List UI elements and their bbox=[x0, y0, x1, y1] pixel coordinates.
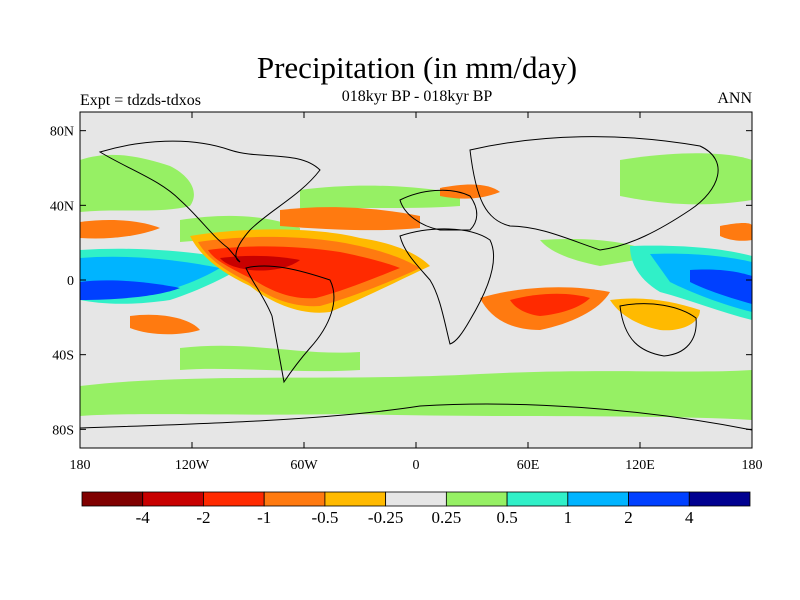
anomaly-australia-dry bbox=[610, 298, 700, 331]
anomaly-north-atlantic-band bbox=[300, 185, 460, 210]
colorbar-label: 4 bbox=[685, 508, 694, 527]
colorbar-label: -0.5 bbox=[311, 508, 338, 527]
lon-tick-label: 120E bbox=[625, 458, 655, 473]
lat-tick-label: 0 bbox=[67, 274, 74, 289]
anomaly-north-pacific-dry bbox=[720, 223, 752, 241]
lon-tick-label: 120W bbox=[175, 458, 210, 473]
anomaly-pacific-wet-core bbox=[80, 280, 180, 300]
anomaly-north-pacific-west bbox=[80, 154, 194, 212]
colorbar-label: 1 bbox=[564, 508, 573, 527]
chart-subtitle: 018kyr BP - 018kyr BP bbox=[341, 88, 493, 105]
colorbar-swatch bbox=[263, 491, 326, 507]
south-america-coastline bbox=[245, 265, 335, 384]
anomaly-indian-north bbox=[540, 238, 660, 266]
lon-tick-label: 0 bbox=[413, 458, 420, 473]
colorbar-label: 0.5 bbox=[496, 508, 517, 527]
experiment-label: Expt = tdzds-tdxos bbox=[80, 92, 202, 109]
colorbar-swatch bbox=[567, 491, 629, 507]
colorbar: -4 -2 -1 -0.5 -0.25 0.25 0.5 1 2 4 bbox=[81, 491, 751, 527]
lat-tick-label: 80N bbox=[50, 125, 74, 140]
lon-tick-label: 60W bbox=[290, 458, 318, 473]
anomaly-south-pacific-dry bbox=[130, 314, 200, 335]
north-america-coastline bbox=[98, 140, 321, 263]
colorbar-label: -2 bbox=[196, 508, 210, 527]
lat-tick-label: 40N bbox=[50, 199, 74, 214]
coastlines bbox=[80, 136, 752, 431]
colorbar-swatch bbox=[81, 491, 144, 507]
antarctica-coastline bbox=[80, 403, 752, 431]
colorbar-swatch bbox=[628, 491, 690, 507]
lat-tick-label: 40S bbox=[52, 349, 74, 364]
colorbar-label: -1 bbox=[257, 508, 271, 527]
anomaly-north-atlantic-dry bbox=[280, 207, 420, 231]
colorbar-label: 2 bbox=[624, 508, 633, 527]
colorbar-swatch bbox=[445, 491, 508, 507]
anomaly-subtropical-pacific-dry bbox=[80, 220, 160, 239]
colorbar-label: 0.25 bbox=[431, 508, 461, 527]
longitude-axis: 180 120W 60W 0 60E 120E 180 bbox=[70, 112, 763, 473]
colorbar-label: -0.25 bbox=[368, 508, 403, 527]
anomaly-west-pacific-wet-core bbox=[690, 269, 752, 304]
lon-tick-label: 180 bbox=[742, 458, 763, 473]
anomaly-north-pacific-east bbox=[620, 153, 752, 205]
colorbar-swatch bbox=[203, 491, 265, 507]
anomaly-south-pacific-band bbox=[180, 345, 360, 372]
lon-tick-label: 180 bbox=[70, 458, 91, 473]
chart-title: Precipitation (in mm/day) bbox=[256, 50, 578, 85]
season-label: ANN bbox=[717, 90, 752, 107]
colorbar-label: -4 bbox=[136, 508, 151, 527]
latitude-axis: 80N 40N 0 40S 80S bbox=[50, 125, 752, 438]
europe-coastline bbox=[399, 189, 478, 231]
colorbar-swatch bbox=[506, 491, 569, 507]
lon-tick-label: 60E bbox=[517, 458, 540, 473]
asia-coastline bbox=[469, 136, 719, 251]
colorbar-swatch bbox=[385, 491, 447, 507]
australia-coastline bbox=[619, 303, 697, 357]
colorbar-swatch bbox=[142, 491, 204, 507]
colorbar-swatch bbox=[688, 491, 751, 507]
anomaly-indian-ocean-dry-core bbox=[510, 293, 590, 316]
africa-coastline bbox=[399, 228, 494, 345]
lat-tick-label: 80S bbox=[52, 423, 74, 438]
anomaly-europe-dry bbox=[440, 184, 500, 199]
colorbar-swatch bbox=[324, 491, 387, 507]
